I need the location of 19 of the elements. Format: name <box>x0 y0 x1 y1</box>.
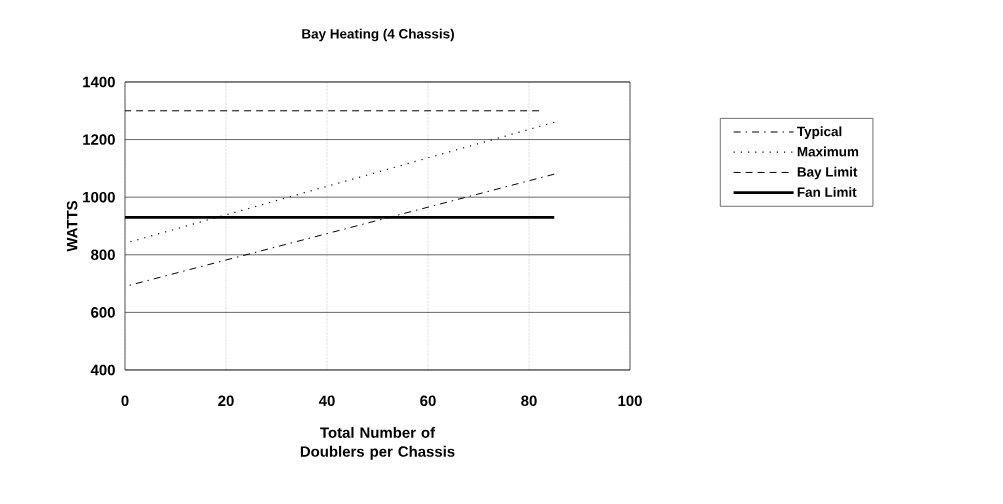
y-tick-label: 400 <box>90 364 115 376</box>
y-tick-label: 1200 <box>83 134 115 145</box>
x-tick-label: 80 <box>521 395 537 407</box>
y-tick-label: 600 <box>91 307 115 318</box>
x-tick-label: 60 <box>420 395 436 407</box>
x-tick-label: 40 <box>318 395 335 407</box>
x-tick-label: 100 <box>618 395 642 407</box>
legend-label: Typical <box>797 126 842 139</box>
y-tick-label: 1000 <box>83 191 115 203</box>
y-tick-label: 1400 <box>83 76 115 88</box>
legend-label: Fan Limit <box>797 187 857 197</box>
legend-label: Bay Limit <box>797 166 858 180</box>
y-axis-title: WATTS <box>66 200 78 252</box>
x-tick-label: 0 <box>121 395 129 407</box>
x-axis-title: Total Number of Doublers per Chassis <box>300 426 455 460</box>
chart-title: Bay Heating (4 Chassis) <box>302 28 454 42</box>
legend-label: Maximum <box>797 146 859 157</box>
y-tick-label: 800 <box>91 249 115 261</box>
x-tick-label: 20 <box>218 395 234 407</box>
